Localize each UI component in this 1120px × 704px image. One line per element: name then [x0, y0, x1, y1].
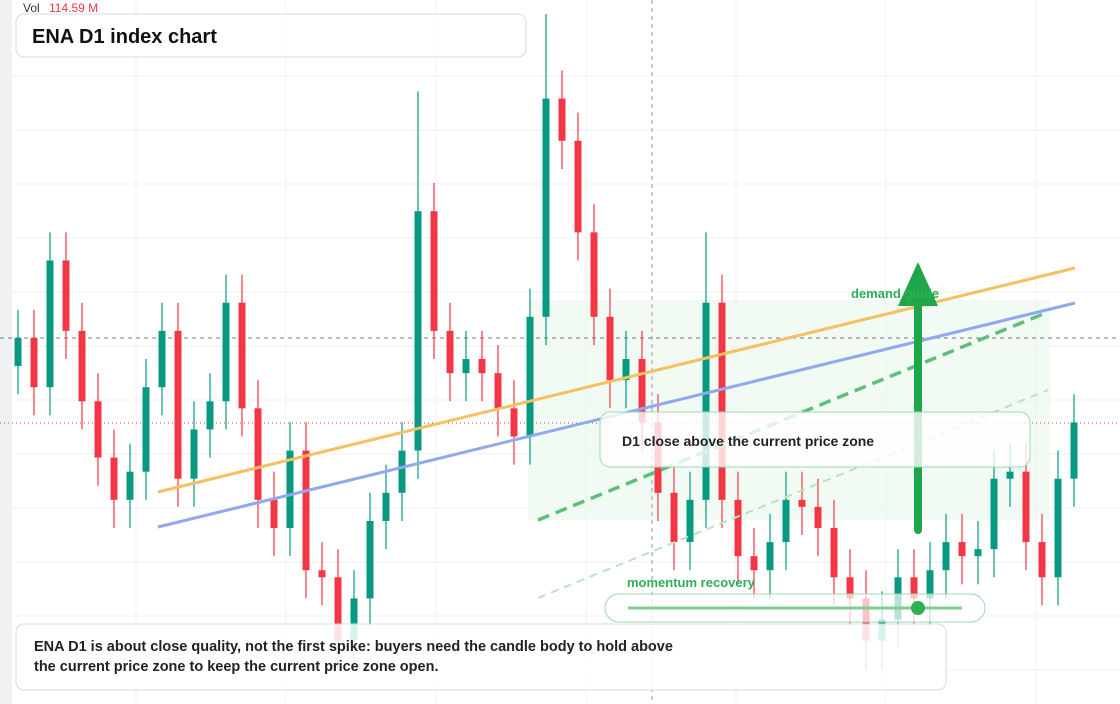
candle-body: [302, 450, 310, 571]
candle-body: [414, 211, 422, 451]
candle-body: [670, 492, 678, 543]
callout-text: D1 close above the current price zone: [622, 433, 874, 449]
candle-body: [1038, 542, 1046, 578]
candle-body: [606, 316, 614, 381]
left-strip: [0, 0, 12, 704]
candle-body: [526, 316, 534, 437]
arrow-head: [898, 262, 938, 306]
candle-body: [430, 211, 438, 331]
candle-body: [382, 492, 390, 521]
candle-body: [718, 302, 726, 500]
candle-body: [286, 450, 294, 528]
candle-body: [110, 457, 118, 500]
candle-body: [750, 556, 758, 571]
channel-lower: [537, 389, 1049, 599]
momentum-dot: [911, 601, 925, 615]
candle-body: [494, 373, 502, 409]
candle-body: [910, 577, 918, 599]
candle-body: [558, 98, 566, 141]
candle-body: [1006, 471, 1014, 479]
candle-body: [270, 499, 278, 528]
candle-body: [622, 359, 630, 381]
candle-body: [974, 549, 982, 557]
candle-body: [350, 598, 358, 641]
candle-body: [478, 359, 486, 374]
candle-body: [254, 408, 262, 500]
candle-body: [686, 499, 694, 543]
candle-body: [14, 337, 22, 367]
candle-body: [78, 330, 86, 402]
candle-body: [62, 260, 70, 331]
volume-value: 114.59 M: [49, 1, 98, 15]
candle-body: [926, 570, 934, 599]
candle-body: [238, 302, 246, 409]
candle-body: [174, 330, 182, 479]
candle-body: [638, 359, 646, 423]
candle-body: [398, 450, 406, 493]
candle-body: [46, 260, 54, 388]
candle-body: [142, 387, 150, 472]
callout-box: [599, 411, 1031, 468]
candle-body: [1054, 478, 1062, 578]
demand-guide: demand guide: [851, 286, 939, 301]
candle-body: [846, 577, 854, 599]
candle-body: [734, 499, 742, 557]
candle-body: [590, 232, 598, 317]
candle-body: [990, 478, 998, 550]
candle-body: [1022, 471, 1030, 543]
candle-body: [510, 408, 518, 437]
candle-body: [462, 359, 470, 374]
candle-body: [222, 302, 230, 402]
candle-body: [798, 499, 806, 507]
candle-body: [334, 577, 342, 641]
candle-body: [30, 337, 38, 388]
volume-label: Vol: [23, 1, 40, 15]
title-box: [15, 13, 527, 58]
demand-zone: [528, 300, 1050, 520]
candle-body: [782, 499, 790, 543]
candle-body: [542, 98, 550, 317]
momentum-label: momentum recovery: [627, 575, 756, 590]
candle-body: [574, 140, 582, 233]
candle-body: [702, 302, 710, 500]
note-text: ENA D1 is about close quality, not the f…: [34, 639, 673, 675]
note: ENA D1 is about close quality, not the f…: [34, 639, 673, 675]
candle-body: [766, 542, 774, 571]
candle-body: [830, 528, 838, 578]
candle-body: [1070, 422, 1078, 479]
note-box: [15, 623, 947, 691]
candle-body: [206, 401, 214, 430]
candle-body: [126, 471, 134, 500]
candle-body: [958, 542, 966, 557]
candle-body: [366, 520, 374, 599]
candle-body: [318, 570, 326, 578]
candle-body: [446, 330, 454, 374]
chart-title: ENA D1 index chart: [32, 26, 217, 48]
candle-body: [942, 542, 950, 571]
candle-body: [94, 401, 102, 458]
candle-body: [814, 506, 822, 528]
candle-body: [158, 330, 166, 388]
candle-body: [190, 429, 198, 479]
